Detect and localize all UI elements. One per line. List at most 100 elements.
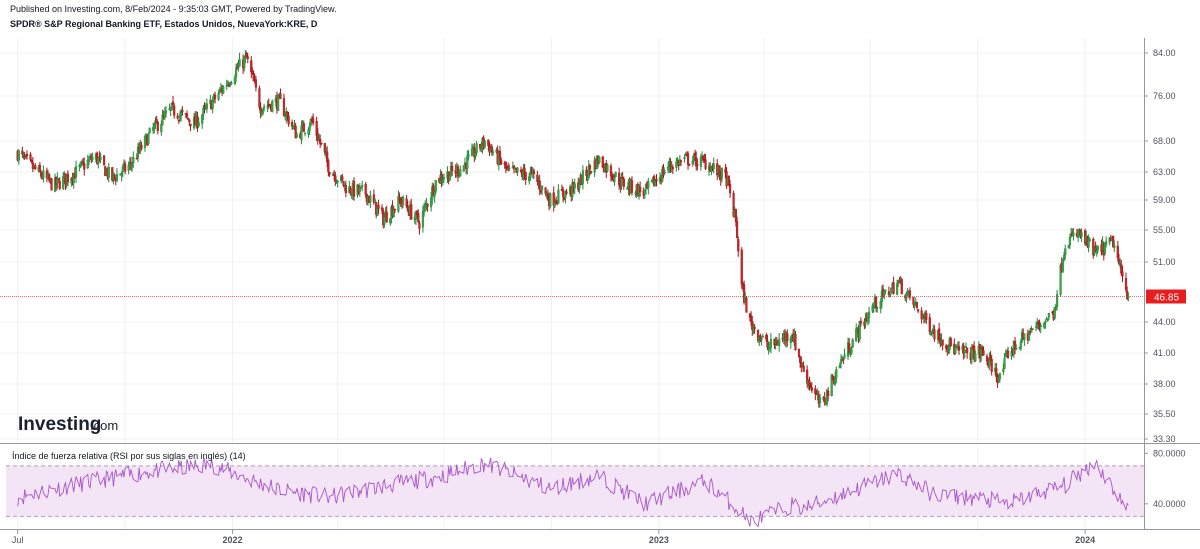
candle-down [823,397,826,403]
candle-down [1121,271,1124,277]
candle-down [718,165,721,175]
rsi-y-tick-label: 80.0000 [1153,448,1186,458]
candle-up [1015,348,1018,350]
candle-down [621,177,624,179]
candle-down [252,73,255,82]
candle-down [928,317,931,333]
investing-logo[interactable]: Investing .com [18,414,118,435]
candle-down [21,150,24,155]
candle-down [426,203,429,207]
candle-up [879,301,882,309]
candle-up [578,184,581,189]
candle-up [540,185,544,191]
candle-down [688,163,691,166]
candle-down [498,150,502,160]
candle-up [801,364,804,367]
candle-down [704,159,707,169]
candle-up [197,122,200,126]
candle-up [1059,264,1062,295]
candle-down [728,184,732,194]
candle-down [590,171,593,173]
candle-down [320,142,323,145]
candle-down [679,160,683,162]
candle-up [205,103,208,110]
y-tick-label: 44.00 [1153,317,1176,327]
candle-down [113,174,116,178]
y-tick-label: 38.00 [1153,379,1176,389]
candle-up [691,160,694,164]
candle-up [361,185,364,187]
candle-up [389,218,392,224]
candle-down [334,175,337,183]
candle-up [234,68,238,78]
candle-down [990,359,993,372]
candle-up [474,153,477,157]
candle-down [188,119,191,123]
y-tick-label: 41.00 [1153,348,1176,358]
candle-up [1039,325,1042,327]
candle-down [734,209,738,223]
candle-up [1055,294,1059,307]
candle-up [890,287,893,294]
candle-up [516,167,519,173]
candle-down [900,279,903,294]
candle-up [369,195,372,203]
candle-down [512,165,516,170]
candle-up [401,196,405,205]
candle-up [74,166,78,177]
candle-up [1087,238,1090,248]
candle-down [291,122,294,127]
candle-up [91,157,94,161]
candle-up [383,216,386,225]
candle-up [858,320,861,340]
candle-down [341,176,344,181]
candle-up [222,86,225,94]
candle-down [609,165,613,177]
candle-down [538,180,541,190]
candle-down [349,188,352,194]
candle-down [500,160,503,165]
candle-up [553,202,556,206]
candle-down [727,175,731,185]
candle-up [1043,322,1046,328]
candle-down [827,390,830,396]
candle-down [83,163,86,170]
candle-up [974,353,977,362]
candle-down [364,183,367,195]
candle-down [810,387,813,391]
logo-suffix: .com [90,418,118,433]
candle-down [561,189,565,197]
candle-down [802,365,805,372]
candle-down [1124,278,1128,290]
candle-up [683,156,686,160]
candle-down [519,169,523,172]
candle-down [808,380,811,386]
candle-down [490,146,493,152]
candle-down [957,346,961,351]
candle-up [931,332,934,335]
y-tick-label: 51.00 [1153,257,1176,267]
rsi-y-tick-label: 40.0000 [1153,499,1186,509]
candle-up [180,112,183,116]
candle-up [17,150,20,161]
candle-up [1113,245,1116,249]
candle-down [504,161,507,169]
candle-up [1072,232,1075,237]
candle-down [544,187,547,194]
instrument-title: SPDR® S&P Regional Banking ETF, Estados … [10,19,318,29]
candles [16,50,1130,408]
candle-up [1004,353,1007,358]
candle-up [883,290,886,296]
candle-up [308,126,311,131]
candle-up [127,165,130,171]
candle-down [319,138,322,144]
candle-down [539,190,542,193]
candle-up [343,183,346,186]
candle-up [359,186,363,188]
candle-up [42,170,45,179]
candle-up [161,114,164,126]
candle-down [740,249,743,285]
candle-down [766,340,769,348]
candle-up [529,171,532,179]
